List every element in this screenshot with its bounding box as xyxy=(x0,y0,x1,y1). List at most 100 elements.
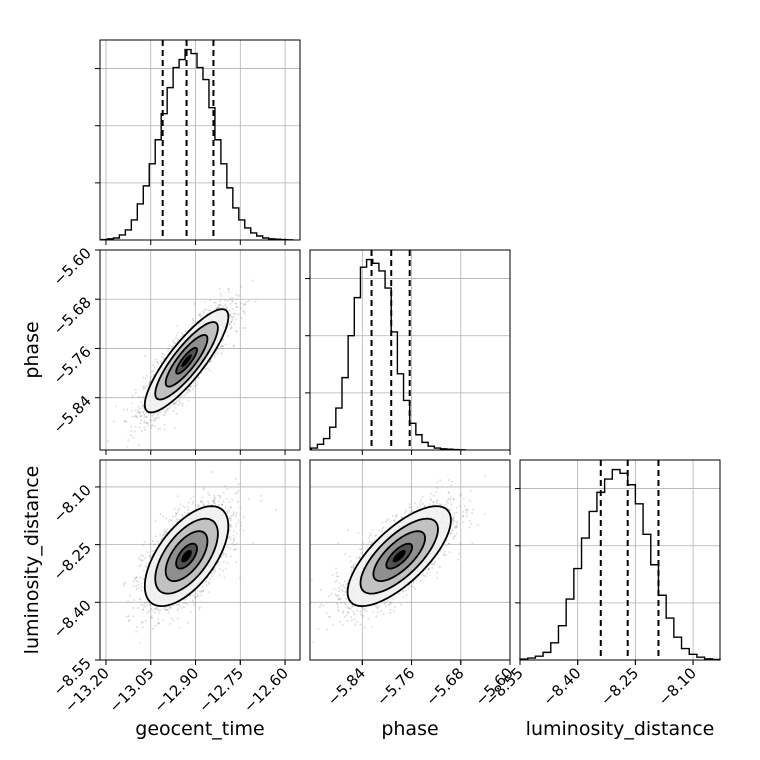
sample-point xyxy=(145,415,148,418)
sample-point xyxy=(212,501,215,504)
sample-point xyxy=(141,620,144,623)
sample-point xyxy=(207,591,210,594)
sample-point xyxy=(151,424,154,427)
sample-point xyxy=(225,498,228,501)
sample-point xyxy=(170,617,173,620)
sample-point xyxy=(193,595,196,598)
sample-point xyxy=(192,319,195,322)
sample-point xyxy=(127,439,130,442)
sample-point xyxy=(228,523,231,526)
sample-point xyxy=(231,317,234,320)
sample-point xyxy=(159,513,162,516)
sample-point xyxy=(172,341,175,344)
sample-point xyxy=(176,495,179,498)
sample-point xyxy=(149,380,152,383)
sample-point xyxy=(185,392,188,395)
sample-point xyxy=(175,603,178,606)
sample-point xyxy=(140,415,143,418)
sample-point xyxy=(171,345,174,348)
sample-point xyxy=(123,584,126,587)
sample-point xyxy=(138,411,141,414)
sample-point xyxy=(135,415,138,418)
sample-point xyxy=(149,378,152,381)
sample-point xyxy=(135,630,138,633)
sample-point xyxy=(197,503,200,506)
sample-point xyxy=(137,395,140,398)
sample-point xyxy=(200,500,203,503)
sample-point xyxy=(174,403,177,406)
sample-point xyxy=(227,509,230,512)
sample-point xyxy=(159,427,162,430)
sample-point xyxy=(135,587,138,590)
sample-point xyxy=(177,603,180,606)
sample-point xyxy=(151,609,154,612)
sample-point xyxy=(172,402,175,405)
sample-point xyxy=(229,547,232,550)
sample-point xyxy=(162,515,165,518)
sample-point xyxy=(151,550,154,553)
sample-point xyxy=(221,344,224,347)
sample-point xyxy=(174,515,177,518)
sample-point xyxy=(225,306,228,309)
sample-point xyxy=(243,302,246,305)
sample-point xyxy=(154,425,157,428)
sample-point xyxy=(132,606,135,609)
sample-point xyxy=(254,300,257,303)
sample-point xyxy=(149,543,152,546)
sample-point xyxy=(219,345,222,348)
sample-point xyxy=(260,499,263,502)
sample-point xyxy=(148,555,151,558)
sample-point xyxy=(141,559,144,562)
sample-point xyxy=(194,596,197,599)
sample-point xyxy=(150,370,153,373)
sample-point xyxy=(139,598,142,601)
sample-point xyxy=(150,419,153,422)
sample-point xyxy=(173,401,176,404)
sample-point xyxy=(229,525,232,528)
sample-point xyxy=(198,608,201,611)
sample-point xyxy=(180,606,183,609)
sample-point xyxy=(196,504,199,507)
sample-point xyxy=(210,360,213,363)
sample-point xyxy=(208,494,211,497)
sample-point xyxy=(205,581,208,584)
sample-point xyxy=(216,307,219,310)
histogram-geocent_time xyxy=(100,48,294,241)
sample-point xyxy=(200,590,203,593)
sample-point xyxy=(140,554,143,557)
sample-point xyxy=(198,313,201,316)
sample-point xyxy=(203,504,206,507)
sample-point xyxy=(151,627,154,630)
sample-point xyxy=(218,496,221,499)
sample-point xyxy=(202,589,205,592)
sample-point xyxy=(142,569,145,572)
sample-point xyxy=(164,411,167,414)
sample-point xyxy=(229,505,232,508)
sample-point xyxy=(217,500,220,503)
sample-point xyxy=(140,430,143,433)
sample-point xyxy=(152,418,155,421)
sample-point xyxy=(226,561,229,564)
sample-point xyxy=(169,404,172,407)
sample-point xyxy=(178,396,181,399)
sample-point xyxy=(184,330,187,333)
sample-point xyxy=(213,568,216,571)
sample-point xyxy=(232,530,235,533)
sample-point xyxy=(233,543,236,546)
sample-point xyxy=(132,585,135,588)
sample-point xyxy=(232,538,235,541)
sample-point xyxy=(163,528,166,531)
sample-point xyxy=(227,536,230,539)
sample-point xyxy=(228,323,231,326)
sample-point xyxy=(208,309,211,312)
sample-point xyxy=(205,580,208,583)
sample-point xyxy=(131,394,134,397)
sample-point xyxy=(229,320,232,323)
sample-point xyxy=(139,414,142,417)
sample-point xyxy=(141,410,144,413)
sample-point xyxy=(135,579,138,582)
sample-point xyxy=(228,529,231,532)
sample-point xyxy=(156,608,159,611)
sample-point xyxy=(175,400,178,403)
sample-point xyxy=(209,578,212,581)
